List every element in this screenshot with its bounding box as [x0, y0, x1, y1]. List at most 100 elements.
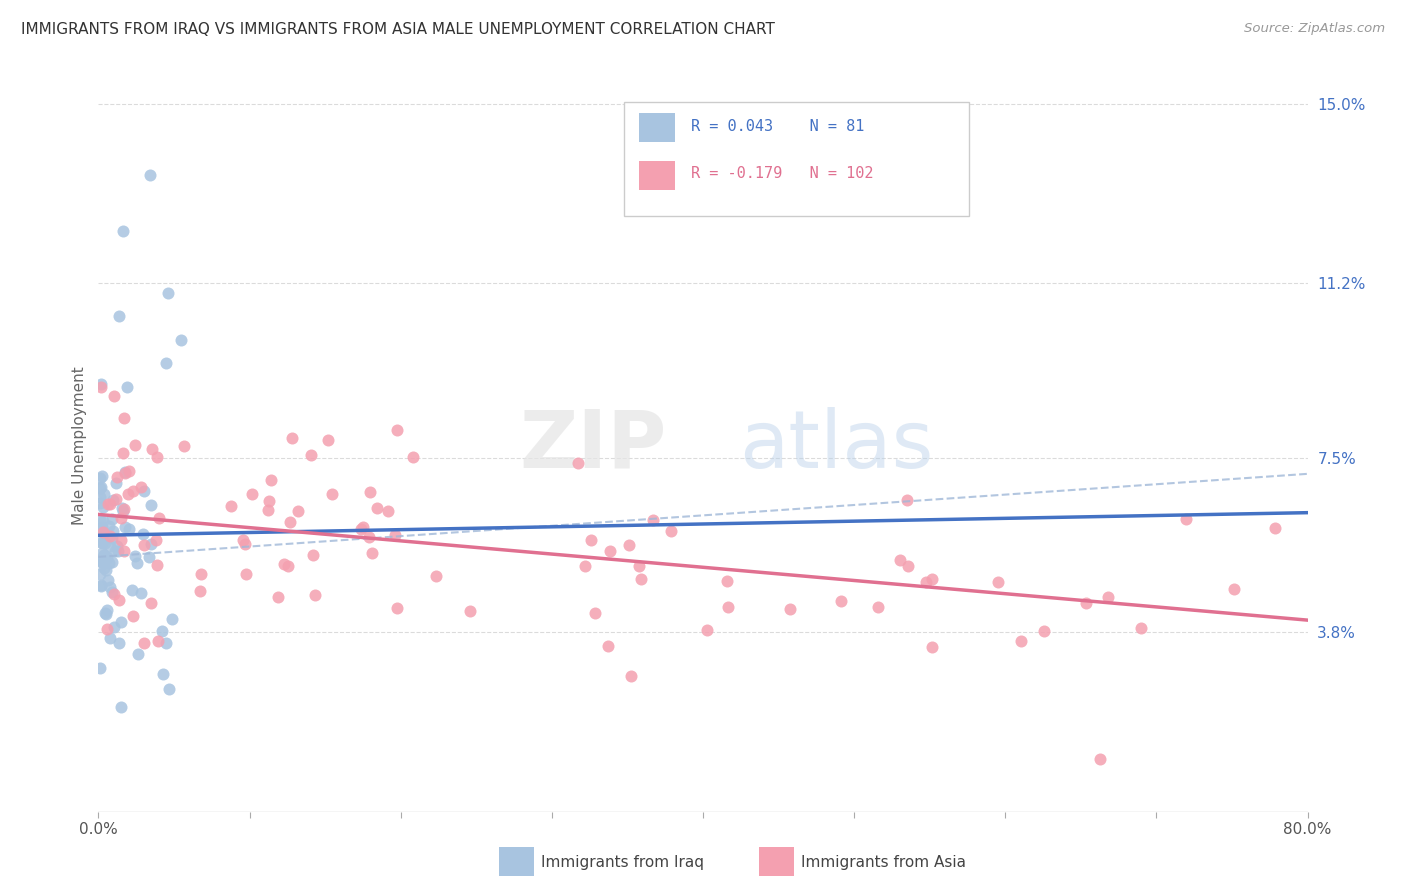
Point: [124, 438, 146, 452]
Point: [94, 563, 117, 577]
Point: [1130, 621, 1153, 635]
Point: [235, 566, 257, 581]
Point: [579, 533, 602, 547]
Text: ZIP: ZIP: [519, 407, 666, 485]
Point: [90, 578, 112, 592]
Point: [96, 623, 118, 637]
Point: [155, 636, 177, 650]
Point: [696, 623, 718, 637]
Point: [643, 513, 665, 527]
Point: [101, 584, 124, 599]
Point: [830, 594, 852, 608]
Point: [277, 558, 299, 573]
Point: [150, 624, 173, 639]
Point: [866, 599, 889, 614]
Point: [148, 510, 170, 524]
Point: [89, 513, 111, 527]
Point: [779, 601, 801, 615]
Point: [145, 533, 167, 547]
Point: [889, 553, 911, 567]
Point: [111, 500, 134, 515]
Point: [115, 380, 138, 394]
Point: [110, 615, 132, 629]
Point: [897, 559, 920, 574]
Point: [146, 558, 169, 572]
FancyBboxPatch shape: [624, 103, 969, 216]
Point: [132, 483, 155, 498]
Point: [132, 527, 155, 541]
Point: [1223, 582, 1246, 596]
FancyBboxPatch shape: [638, 113, 675, 143]
Point: [110, 511, 132, 525]
Point: [91, 556, 114, 570]
Point: [94, 607, 117, 621]
Point: [89, 490, 111, 504]
Point: [104, 475, 127, 490]
Point: [112, 446, 135, 460]
Point: [402, 450, 425, 465]
Point: [98, 631, 121, 645]
Point: [627, 559, 650, 574]
Point: [96, 549, 118, 564]
Point: [318, 433, 340, 447]
Point: [105, 491, 128, 506]
Point: [103, 388, 125, 402]
Point: [1175, 512, 1198, 526]
Point: [384, 528, 406, 542]
Point: [93, 548, 115, 562]
Point: [114, 466, 136, 480]
Point: [124, 549, 146, 564]
Point: [117, 487, 139, 501]
Point: [359, 484, 381, 499]
Point: [97, 519, 120, 533]
Point: [103, 586, 125, 600]
Point: [1090, 752, 1112, 766]
Point: [132, 538, 155, 552]
Point: [921, 640, 943, 655]
Point: [232, 533, 254, 547]
Point: [233, 537, 256, 551]
Point: [110, 699, 132, 714]
Point: [107, 544, 129, 558]
Point: [567, 456, 589, 470]
Text: R = 0.043    N = 81: R = 0.043 N = 81: [690, 119, 865, 134]
Point: [352, 520, 374, 534]
Point: [287, 504, 309, 518]
Point: [132, 635, 155, 649]
Point: [717, 599, 740, 614]
Point: [89, 554, 111, 568]
Point: [278, 516, 301, 530]
Point: [425, 569, 447, 583]
Point: [89, 481, 111, 495]
Point: [114, 465, 136, 479]
Point: [321, 487, 343, 501]
Point: [1097, 590, 1119, 604]
Point: [129, 586, 152, 600]
Point: [121, 582, 143, 597]
Text: Immigrants from Asia: Immigrants from Asia: [801, 855, 966, 870]
Point: [93, 548, 115, 562]
Point: [90, 535, 112, 549]
Point: [101, 493, 124, 508]
Point: [98, 539, 121, 553]
Point: [100, 580, 122, 594]
Point: [101, 531, 124, 545]
Point: [121, 484, 143, 499]
Point: [273, 558, 295, 572]
Point: [98, 497, 121, 511]
Text: IMMIGRANTS FROM IRAQ VS IMMIGRANTS FROM ASIA MALE UNEMPLOYMENT CORRELATION CHART: IMMIGRANTS FROM IRAQ VS IMMIGRANTS FROM …: [21, 22, 775, 37]
Point: [90, 521, 112, 535]
Point: [219, 499, 242, 513]
Point: [617, 538, 640, 552]
Point: [350, 523, 373, 537]
Text: atlas: atlas: [740, 407, 934, 485]
Point: [157, 682, 180, 697]
Point: [921, 572, 943, 586]
Point: [377, 503, 399, 517]
Point: [89, 553, 111, 567]
Point: [97, 573, 120, 587]
Point: [107, 635, 129, 649]
Point: [302, 548, 325, 562]
Point: [281, 431, 304, 445]
Point: [112, 504, 135, 518]
